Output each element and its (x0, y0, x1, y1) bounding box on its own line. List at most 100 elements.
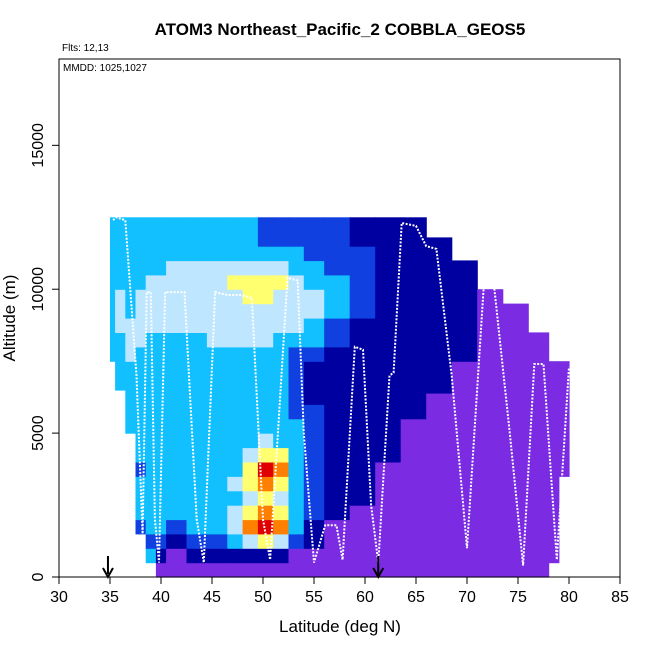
x-axis-label: Latitude (deg N) (279, 617, 401, 636)
heatmap-cell (477, 303, 504, 319)
heatmap-cell (206, 389, 228, 405)
heatmap-cell (324, 461, 351, 477)
heatmap-cell (242, 318, 259, 333)
heatmap-cell (166, 389, 188, 405)
heatmap-cell (400, 404, 427, 420)
heatmap-cell (186, 231, 208, 247)
heatmap-cell (227, 303, 244, 319)
heatmap-cell (186, 346, 208, 362)
heatmap-cell (451, 476, 478, 492)
heatmap-cell (324, 404, 351, 420)
heatmap-cell (135, 346, 147, 362)
heatmap-cell (206, 217, 228, 233)
heatmap-cell (349, 505, 376, 521)
heatmap-cell (166, 318, 188, 333)
heatmap-cell (145, 260, 157, 276)
heatmap-cell (227, 548, 244, 564)
heatmap-cell (145, 461, 157, 477)
heatmap-cell (257, 389, 274, 405)
heatmap-cell (227, 519, 244, 535)
heatmap-cell (548, 476, 560, 492)
heatmap-cell (135, 274, 147, 290)
y-tick-label: 0 (30, 572, 47, 581)
heatmap-cell (273, 548, 290, 564)
heatmap-cell (227, 375, 244, 391)
heatmap-cell (257, 519, 274, 535)
heatmap-cell (186, 461, 208, 477)
heatmap-cell (375, 418, 402, 434)
heatmap-cell (324, 375, 351, 391)
heatmap-cell (115, 274, 126, 290)
heatmap-cell (400, 274, 427, 290)
heatmap-cell (324, 231, 351, 247)
y-tick-label: 15000 (30, 123, 47, 168)
heatmap-cell (145, 332, 157, 348)
heatmap-cell (135, 246, 147, 262)
heatmap-cell (477, 519, 504, 535)
heatmap-cell (115, 260, 126, 276)
heatmap-cell (477, 332, 504, 348)
heatmap-cell (303, 476, 325, 492)
heatmap-cell (125, 217, 137, 233)
heatmap-cell (426, 562, 453, 578)
heatmap-cell (155, 476, 167, 492)
heatmap-cell (257, 562, 274, 578)
heatmap-cell (155, 361, 167, 377)
heatmap-cell (349, 260, 376, 276)
heatmap-cell (135, 375, 147, 391)
heatmap-cell (502, 433, 529, 449)
heatmap-cell (273, 447, 290, 463)
heatmap-cell (110, 246, 116, 262)
heatmap-cell (303, 519, 325, 535)
heatmap-cell (375, 231, 402, 247)
heatmap-cell (375, 361, 402, 377)
heatmap-cell (400, 303, 427, 319)
heatmap-cell (125, 375, 137, 391)
x-tick-label: 65 (407, 589, 425, 606)
heatmap-cell (155, 490, 167, 506)
heatmap-cell (288, 490, 305, 506)
heatmap-cell (303, 461, 325, 477)
x-tick-label: 85 (611, 589, 629, 606)
heatmap-cell (477, 476, 504, 492)
heatmap-cell (242, 332, 259, 348)
heatmap-cell (528, 433, 550, 449)
heatmap-cell (288, 548, 305, 564)
heatmap-cell (288, 519, 305, 535)
heatmap-cell (166, 375, 188, 391)
heatmap-cell (324, 361, 351, 377)
heatmap-cell (227, 231, 244, 247)
heatmap-cell (155, 332, 167, 348)
heatmap-cell (257, 246, 274, 262)
heatmap-cell (451, 490, 478, 506)
heatmap-cell (400, 389, 427, 405)
heatmap-cell (426, 534, 453, 550)
heatmap-cell (155, 346, 167, 362)
heatmap-cell (257, 548, 274, 564)
heatmap-cell (477, 548, 504, 564)
heatmap-cell (303, 361, 325, 377)
heatmap-cell (288, 389, 305, 405)
heatmap-cell (227, 490, 244, 506)
heatmap-cell (206, 231, 228, 247)
heatmap-cell (349, 404, 376, 420)
heatmap-cell (206, 289, 228, 305)
heatmap-cell (186, 490, 208, 506)
heatmap-cell (242, 231, 259, 247)
heatmap-cell (451, 404, 478, 420)
heatmap-cell (257, 260, 274, 276)
heatmap-cell (548, 433, 560, 449)
heatmap-cell (227, 361, 244, 377)
heatmap-cell (115, 375, 126, 391)
heatmap-cell (257, 318, 274, 333)
x-tick-label: 55 (305, 589, 323, 606)
heatmap-cell (558, 461, 570, 477)
flights-label: Flts: 12,13 (62, 43, 109, 54)
heatmap-cell (125, 318, 137, 333)
heatmap-cell (166, 404, 188, 420)
heatmap-cell (206, 461, 228, 477)
heatmap-cell (135, 332, 147, 348)
heatmap-cell (145, 375, 157, 391)
heatmap-cell (548, 418, 560, 434)
